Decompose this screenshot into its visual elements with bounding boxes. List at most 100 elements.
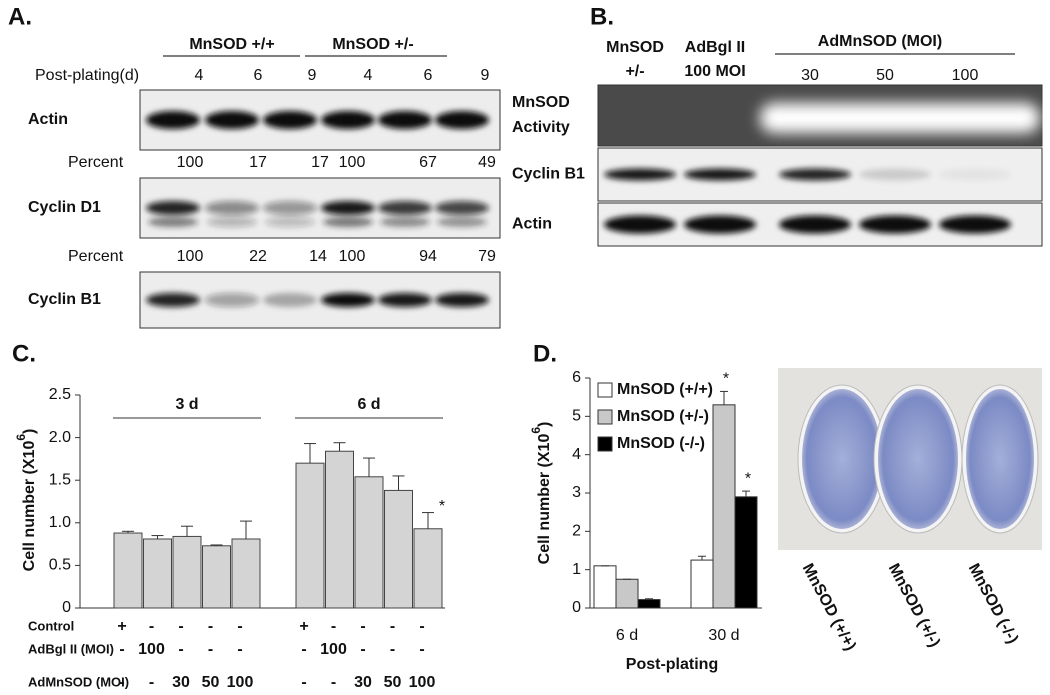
band [265,217,315,227]
treatment-label: AdMnSOD (MOI) [28,674,129,689]
y-label-exponent: 6 [529,427,543,434]
error-bar [304,443,316,464]
photo-label: MnSOD (+/-) [885,561,943,650]
group-label: 6 d [357,396,380,413]
bar [143,538,172,609]
legend-label: MnSOD (-/-) [617,435,705,452]
band [939,168,1011,181]
treatment-value: - [178,641,183,658]
band [684,168,756,181]
band [939,215,1011,234]
day-label: 6 [254,67,263,84]
y-label-exponent: 6 [14,434,28,441]
blot-label: Actin [28,111,68,128]
treatment-value: 100 [227,674,254,691]
y-axis-label: Cell number (X106) [14,429,38,572]
treatment-value: - [208,641,213,658]
y-tick-label: 3 [572,484,581,501]
band [435,201,489,215]
lane-header: +/- [625,63,644,80]
bar [202,545,231,609]
group-label: AdMnSOD (MOI) [818,33,942,50]
bar [295,462,325,609]
treatment-value: 50 [202,674,220,691]
treatment-value: - [119,674,124,691]
y-tick-label: 0.5 [49,557,71,574]
treatment-value: - [390,641,395,658]
treatment-value: + [117,618,126,635]
day-label: 4 [195,67,204,84]
day-label: 4 [364,67,373,84]
legend-swatch [597,436,613,452]
legend-swatch [597,409,613,425]
percent-value: 100 [339,154,366,171]
band [207,217,257,227]
y-tick-label: 4 [572,446,581,463]
panel-label: C. [12,340,36,367]
treatment-value: - [178,618,183,635]
error-bar [240,520,252,539]
band [321,293,375,307]
days-label: Post-plating(d) [35,67,139,84]
bar [734,496,758,609]
y-tick-label: 0 [572,599,581,616]
error-bar [333,442,346,452]
legend-swatch [597,382,613,398]
treatment-value: - [149,674,154,691]
bar [413,528,443,609]
blot-label: Actin [512,216,552,233]
band [437,217,487,227]
treatment-value: - [419,618,424,635]
percent-value: 17 [311,154,329,171]
y-tick-label: 1.0 [49,514,71,531]
band [859,168,931,181]
percent-value: 100 [177,154,204,171]
photo-label: MnSOD (+/+) [799,561,859,654]
treatment-value: - [360,641,365,658]
y-label-close: ) [536,422,553,427]
treatment-label: Control [28,618,74,633]
bar [172,535,202,609]
treatment-value: 30 [354,674,372,691]
error-bar [210,544,223,546]
band [205,201,259,215]
band [378,201,432,215]
treatment-value: - [301,641,306,658]
lane-header: 30 [801,67,819,84]
band [378,111,432,129]
error-bar [742,490,750,497]
treatment-value: - [301,674,306,691]
band [263,201,317,215]
panel-label: B. [590,3,614,30]
treatment-value: 100 [138,641,165,658]
lane-header: 50 [876,67,894,84]
error-bar [645,598,653,600]
bar [712,404,736,609]
treatment-value: - [390,618,395,635]
y-tick-label: 1.5 [49,471,71,488]
band [146,111,200,129]
percent-value: 22 [249,248,267,265]
treatment-value: + [299,618,308,635]
band [435,111,489,129]
y-tick-label: 6 [572,369,581,386]
band [205,111,259,129]
error-bar [122,530,134,534]
treatment-value: - [360,618,365,635]
treatment-value: - [331,674,336,691]
band [263,293,317,307]
y-tick-label: 5 [572,408,581,425]
y-tick-label: 2.0 [49,429,71,446]
band [779,168,851,181]
legend-label: MnSOD (+/-) [617,408,709,425]
blot-label: Cyclin D1 [28,199,101,216]
legend-label: MnSOD (+/+) [617,381,713,398]
lane-header: MnSOD [606,39,664,56]
percent-label: Percent [68,154,124,171]
band [321,111,375,129]
group-label: MnSOD +/+ [189,36,274,53]
significance-marker: * [439,498,445,515]
treatment-value: - [208,618,213,635]
